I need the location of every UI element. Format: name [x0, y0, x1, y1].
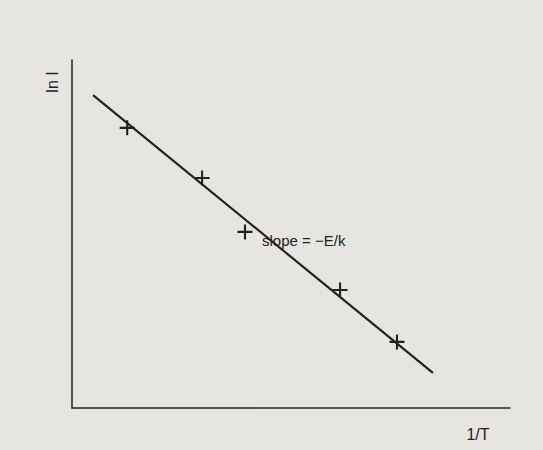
svg-text:1/T: 1/T	[466, 426, 489, 443]
svg-text:slope = −E/k: slope = −E/k	[262, 232, 346, 249]
svg-text:ln I: ln I	[44, 71, 61, 92]
